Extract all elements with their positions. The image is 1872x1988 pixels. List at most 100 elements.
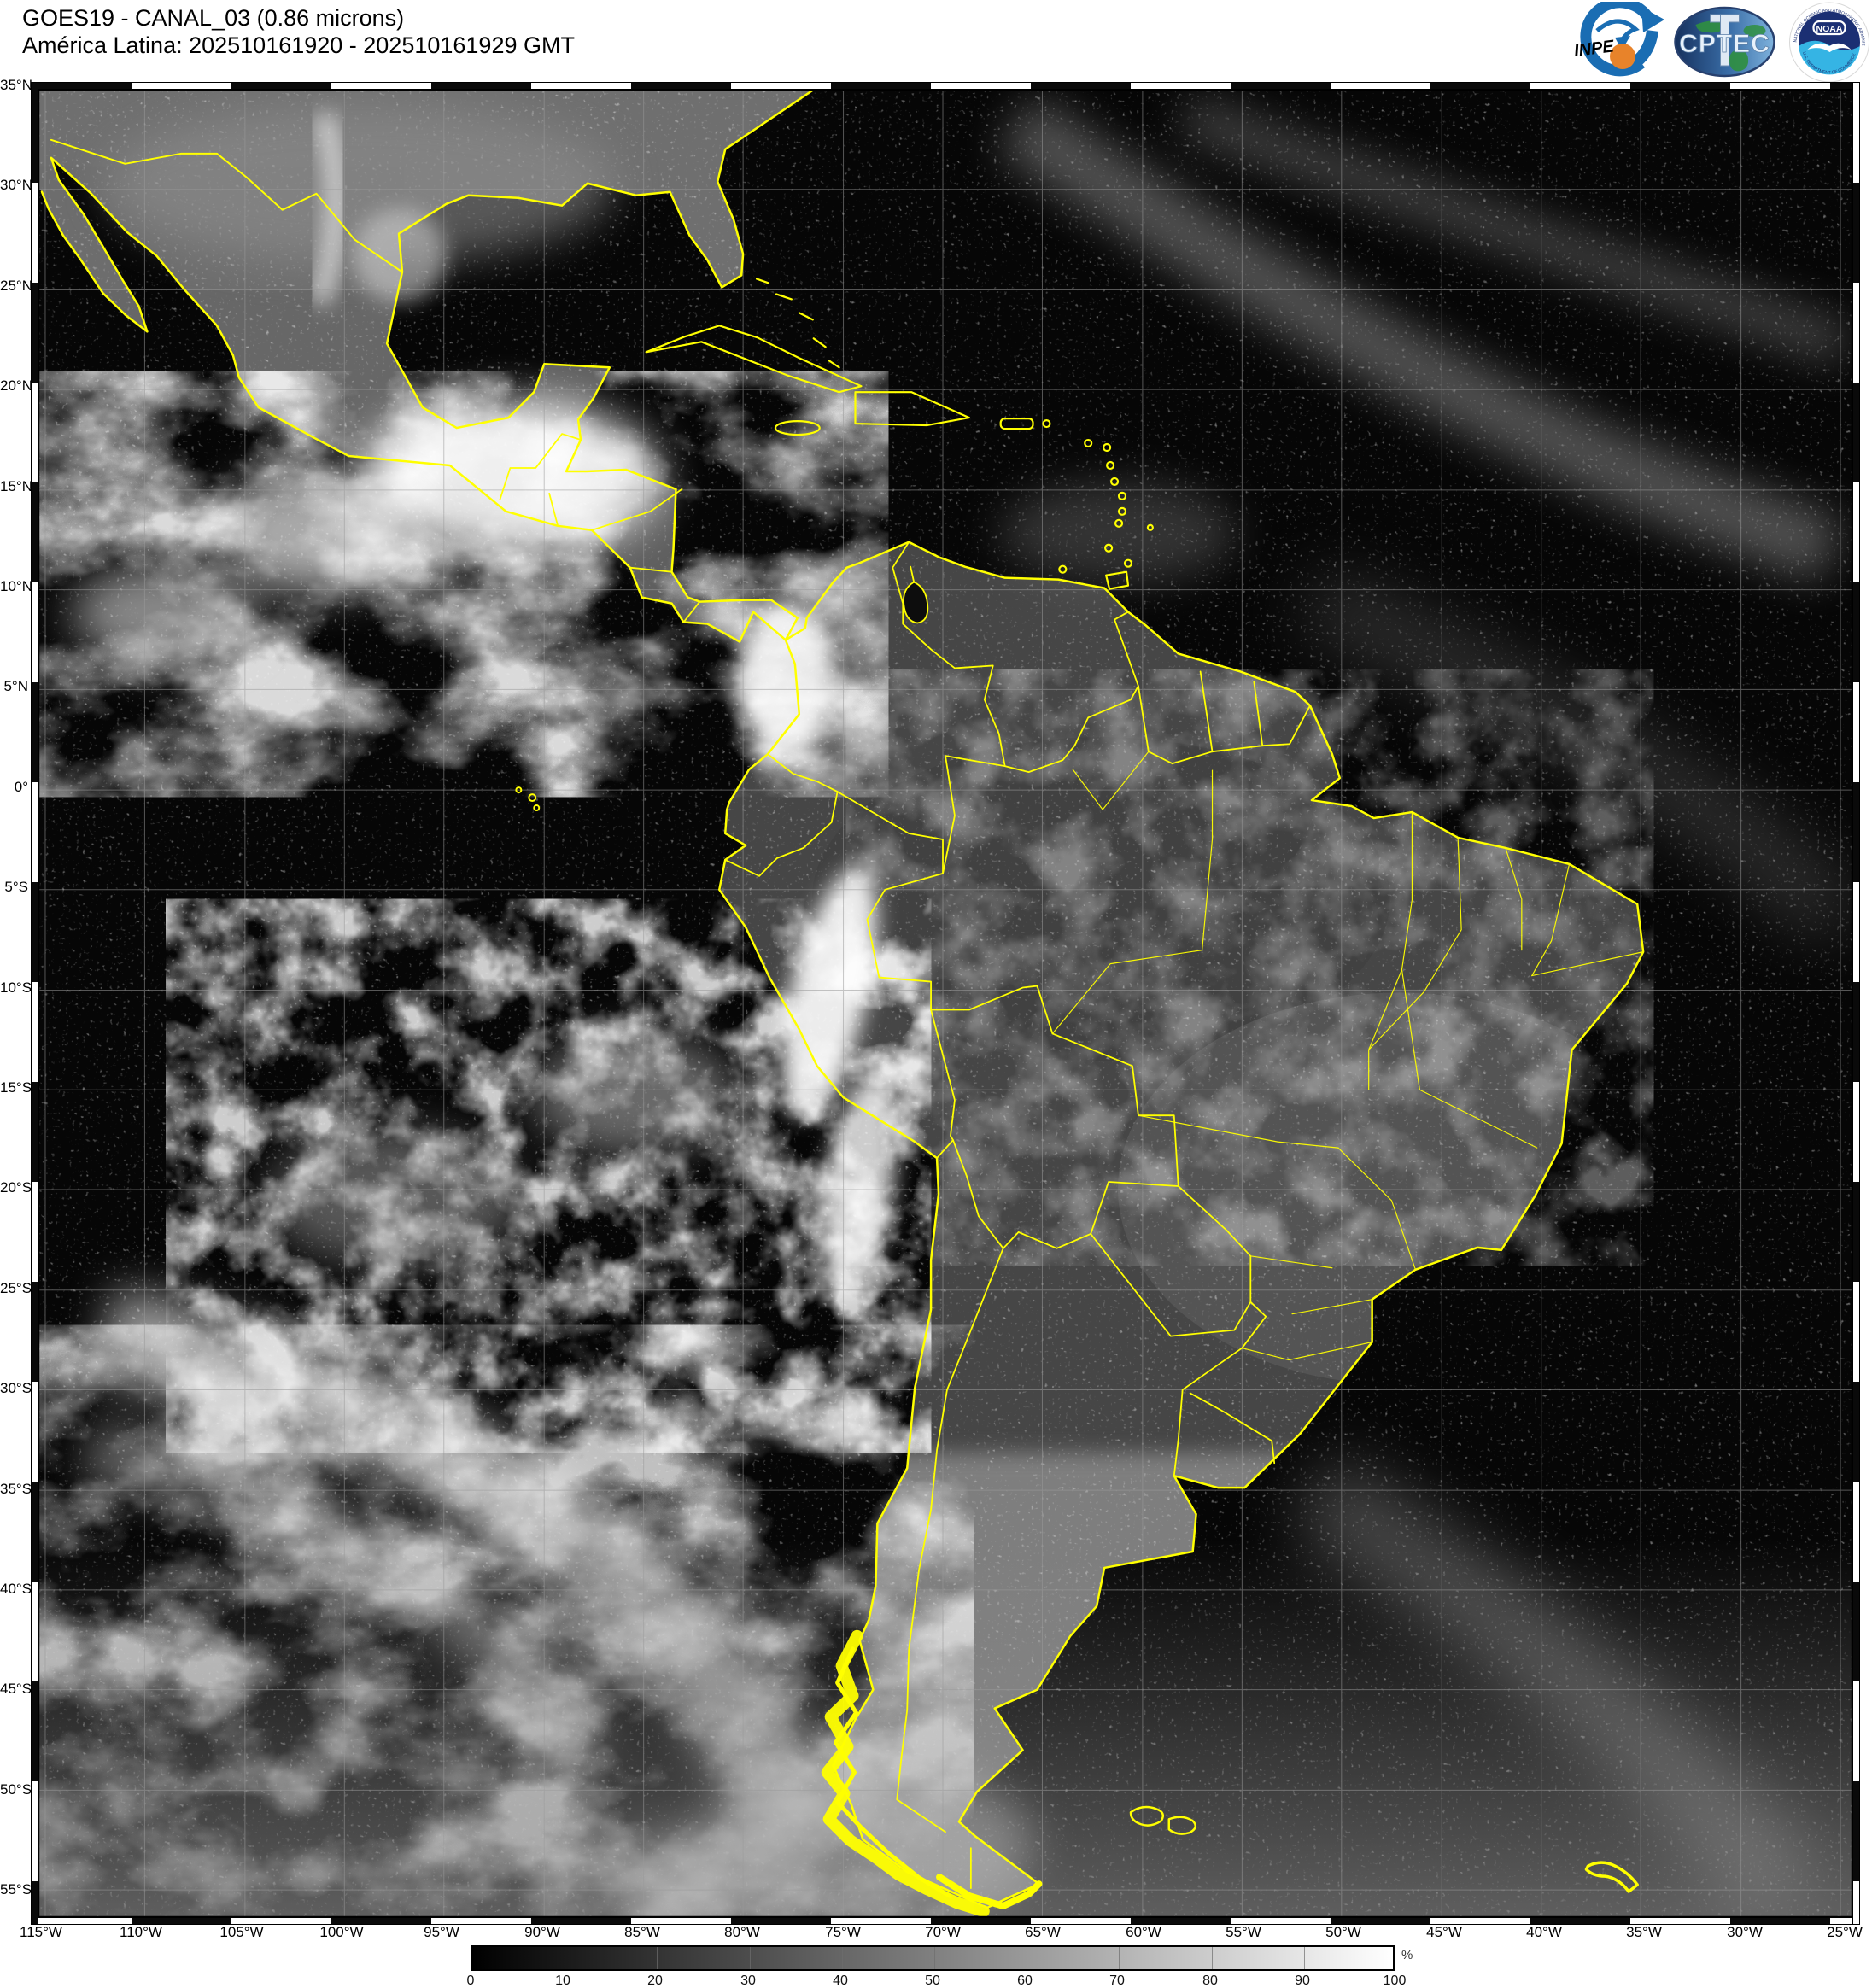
cptec-logo: CPTEC <box>1674 6 1775 78</box>
island-jamaica <box>774 419 821 436</box>
satellite-map <box>38 90 1852 1917</box>
south-twilight-sheet <box>38 1538 1852 1917</box>
noaa-seagull-icon <box>1807 43 1852 52</box>
noaa-globe-bottom <box>1799 40 1860 75</box>
borders-south-america-countries <box>724 541 1311 1889</box>
island-falklands-east <box>1167 1816 1197 1835</box>
island-falklands-west <box>1129 1805 1165 1827</box>
border-ecuador-peru <box>724 791 839 877</box>
noaa-logo: NOAA NATIONAL OCEANIC AND ATMOSPHERIC AD… <box>1788 2 1869 83</box>
border-suriname-guiana <box>1253 681 1264 747</box>
lat-label: 10°N <box>0 578 32 594</box>
lat-label: 5°S <box>4 879 28 895</box>
chile-fjords-coast <box>821 1629 1043 1917</box>
cloud-open-pacific <box>267 1129 524 1266</box>
lon-label: 80°W <box>724 1924 760 1940</box>
lon-label: 110°W <box>120 1924 162 1940</box>
tdf-south-coast <box>936 1874 1043 1910</box>
title-line-2: América Latina: 202510161920 - 202510161… <box>22 32 575 58</box>
lat-label: 15°N <box>0 478 32 494</box>
island-puerto-rico <box>999 418 1034 430</box>
cloud-offshore-peru <box>531 1035 736 1155</box>
cptec-continent-east <box>1743 25 1766 37</box>
cloud-layer <box>38 90 1852 1917</box>
borders-central-america <box>499 433 799 641</box>
islands-bahamas <box>755 278 840 369</box>
border-colombia-ecuador <box>767 753 839 792</box>
border-venezuela-guyana <box>1114 611 1139 687</box>
lat-label: 20°S <box>0 1179 32 1196</box>
lon-label: 55°W <box>1226 1924 1261 1940</box>
border-bolivia-argentina <box>1002 1231 1092 1249</box>
lat-label: 0° <box>14 779 28 795</box>
island-trinidad <box>1105 570 1130 590</box>
colorbar-tick-label: 40 <box>833 1973 848 1988</box>
product-title: GOES19 - CANAL_03 (0.86 microns) América… <box>22 5 575 59</box>
lat-label: 35°S <box>0 1481 32 1497</box>
lat-label: 25°N <box>0 278 32 294</box>
lon-label: 75°W <box>825 1924 861 1940</box>
lon-label: 30°W <box>1727 1924 1763 1940</box>
lat-label: 5°N <box>3 678 28 694</box>
lon-label: 65°W <box>1025 1924 1061 1940</box>
coastline-north-central-america <box>40 90 815 643</box>
lon-label: 25°W <box>1827 1924 1863 1940</box>
island-hispaniola <box>854 391 970 427</box>
lon-label: 115°W <box>20 1924 62 1940</box>
lat-label: 35°N <box>0 77 32 93</box>
borders-brazil-states <box>1051 751 1644 1361</box>
border-bolivia-paraguay <box>1090 1181 1179 1235</box>
inpe-logo-text: INPE <box>1573 37 1616 61</box>
border-uruguay-brazil <box>1189 1392 1276 1465</box>
lat-label: 40°S <box>0 1581 32 1597</box>
coastline-south-america <box>718 541 1645 1909</box>
inpe-inner-arrow <box>1595 19 1640 41</box>
colorbar-gridline <box>1119 1947 1120 1969</box>
lon-label: 35°W <box>1626 1924 1662 1940</box>
border-peru-bolivia <box>930 1009 956 1159</box>
border-chile-bolivia <box>952 1139 1004 1249</box>
islands-caribbean <box>645 278 1154 590</box>
lat-label: 55°S <box>0 1881 32 1897</box>
graticule-grid <box>38 90 1852 1917</box>
lon-label: 90°W <box>524 1924 560 1940</box>
lon-label: 50°W <box>1325 1924 1361 1940</box>
cptec-continent-north <box>1695 20 1727 33</box>
political-borders <box>40 90 1645 1917</box>
cloud-mass-east-pacific <box>361 401 659 554</box>
inpe-swoosh <box>1580 2 1654 77</box>
colorbar-tick-label: 100 <box>1383 1973 1407 1988</box>
colorbar-tick-label: 10 <box>555 1973 570 1988</box>
cloud-bolivia-andes <box>822 1079 896 1299</box>
colorbar-tick-label: 50 <box>925 1973 940 1988</box>
colorbar-tick-label: 60 <box>1017 1973 1033 1988</box>
border-us-mexico <box>50 138 403 273</box>
cloud-mass-west <box>217 472 421 593</box>
island-galapagos-1 <box>528 793 537 803</box>
colorbar-gridline <box>842 1947 843 1969</box>
lat-label: 25°S <box>0 1280 32 1296</box>
cptec-big-t <box>1710 14 1740 67</box>
border-guyana-suriname <box>1199 670 1214 753</box>
lon-label: 85°W <box>624 1924 660 1940</box>
cloud-colombia-andes <box>740 600 834 755</box>
border-colombia-peru <box>836 791 944 874</box>
inpe-arrowhead <box>1641 7 1664 32</box>
lon-label: 60°W <box>1126 1924 1161 1940</box>
map-inner-border <box>38 90 1852 1917</box>
colorbar-tick-label: 80 <box>1202 1973 1218 1988</box>
cloud-atlantic-streak-1 <box>997 95 1843 582</box>
lon-label: 70°W <box>925 1924 961 1940</box>
colorbar-tick-label: 20 <box>647 1973 663 1988</box>
map-frame-top <box>31 82 1860 90</box>
cloud-texas-stratus <box>106 102 617 265</box>
border-uruguay-argentina <box>1173 1347 1243 1477</box>
colorbar-unit-label: % <box>1401 1948 1413 1962</box>
inpe-logo: INPE <box>1573 2 1664 77</box>
cloud-mass-far-west <box>72 562 260 665</box>
colorbar-gridline <box>1304 1947 1305 1969</box>
cloud-antilles <box>998 481 1237 584</box>
lon-label: 95°W <box>424 1924 459 1940</box>
island-galapagos-2 <box>515 786 523 794</box>
